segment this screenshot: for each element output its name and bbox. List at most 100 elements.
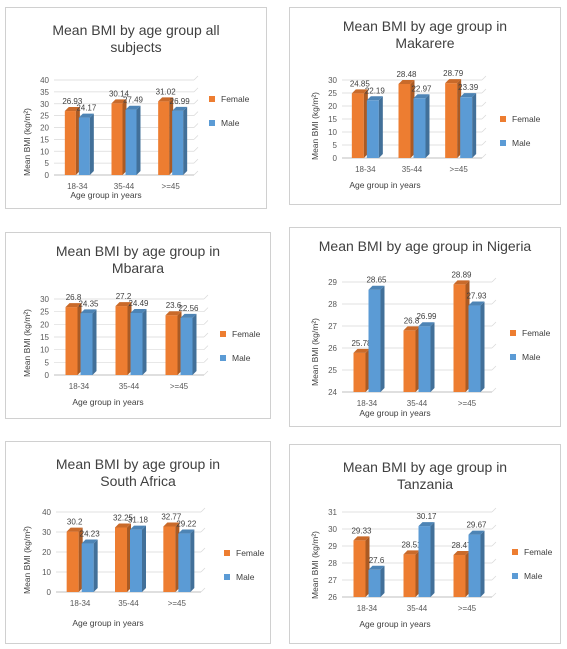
bar-top (418, 322, 435, 327)
bar-front (453, 555, 466, 597)
y-axis-title: Mean BMI (kg/m²) (310, 530, 320, 599)
bar-female (403, 326, 420, 392)
chart-panel-south-africa: Mean BMI by age group in South Africa 0 1… (5, 441, 271, 644)
y-tick-label: 25 (40, 308, 49, 317)
bar-front (130, 312, 143, 375)
bar-top (158, 97, 174, 102)
bar-side (92, 309, 97, 375)
data-label: 32.77 (161, 512, 182, 521)
bar-male (78, 113, 94, 175)
bar-top (445, 79, 462, 84)
legend-item-female: Female (220, 329, 260, 339)
data-label: 31.02 (156, 87, 177, 96)
gridline-depth (193, 158, 199, 164)
legend-item-male: Male (224, 572, 264, 582)
bar-front (418, 526, 431, 597)
y-tick-label: 30 (42, 528, 51, 537)
y-tick-label: 0 (45, 371, 50, 380)
y-tick-label: 10 (328, 128, 337, 137)
data-label: 29.67 (466, 521, 487, 530)
y-tick-label: 0 (47, 588, 52, 597)
x-tick-label: 35-44 (407, 399, 428, 408)
bar-top (78, 113, 94, 118)
bar-front (80, 313, 93, 375)
bar-front (115, 527, 127, 592)
bar-front (158, 101, 170, 175)
x-tick-label: >=45 (162, 182, 181, 191)
y-axis-title: Mean BMI (kg/m²) (22, 308, 32, 377)
bar-front (165, 315, 178, 375)
y-tick-label: 0 (45, 171, 50, 180)
x-tick-label: >=45 (458, 399, 477, 408)
x-tick-label: 18-34 (355, 165, 376, 174)
bar-front (115, 306, 128, 375)
gridline-depth (491, 277, 497, 283)
bar-female (353, 536, 370, 597)
bar-front (172, 110, 184, 175)
x-tick-label: 18-34 (67, 182, 88, 191)
x-tick-label: 35-44 (114, 182, 135, 191)
bar-female (115, 302, 132, 375)
data-label: 28.51 (401, 540, 422, 549)
data-label: 22.97 (411, 84, 432, 93)
y-tick-label: 20 (40, 320, 49, 329)
gridline-depth (481, 127, 487, 133)
gridline-depth (491, 558, 497, 564)
gridline-depth (491, 507, 497, 513)
bar-front (163, 526, 176, 592)
chart-plot: 26 27 28 29 30 31 18-34 29.33 27.6 35-44 28.51 30.1… (328, 507, 497, 613)
gridline-depth (200, 567, 206, 573)
data-label: 28.48 (396, 70, 417, 79)
bar-top (403, 326, 420, 331)
legend-item-female: Female (510, 328, 550, 338)
y-tick-label: 0 (333, 154, 338, 163)
legend-swatch-male (209, 120, 215, 126)
y-tick-label: 26 (328, 593, 337, 602)
bar-male (180, 313, 197, 375)
x-tick-label: 35-44 (118, 599, 139, 608)
data-label: 24.23 (80, 530, 101, 539)
y-tick-label: 40 (42, 508, 51, 517)
chart-panel-tanzania: Mean BMI by age group in Tanzania 26 27 28… (289, 444, 561, 644)
gridline-depth (193, 87, 199, 93)
bar-front (445, 83, 458, 158)
legend-item-male: Male (220, 353, 260, 363)
data-label: 26.99 (416, 312, 437, 321)
y-tick-label: 28 (328, 300, 337, 309)
bar-top (453, 551, 470, 556)
x-tick-label: 18-34 (69, 382, 90, 391)
gridline-depth (203, 358, 209, 363)
legend-swatch-female (220, 331, 226, 337)
bar-front (353, 540, 366, 597)
data-label: 32.25 (113, 514, 134, 523)
legend: Female Male (500, 114, 540, 162)
legend-swatch-male (512, 573, 518, 579)
chart-title: Mean BMI by age group in Nigeria (318, 238, 532, 254)
bar-female (115, 523, 131, 592)
y-tick-label: 29 (328, 542, 337, 551)
bar-female (158, 97, 174, 175)
bar-side (430, 322, 435, 392)
chart-title: Mean BMI by age group in South Africa (55, 456, 221, 489)
y-tick-label: 30 (328, 76, 337, 85)
y-tick-label: 24 (328, 388, 337, 397)
x-axis-title: Age group in years (72, 618, 144, 628)
legend-swatch-female (500, 116, 506, 122)
legend-swatch-female (224, 550, 230, 556)
data-label: 23.6 (166, 301, 182, 310)
data-label: 27.93 (466, 292, 487, 301)
data-label: 27.49 (123, 96, 144, 105)
data-label: 24.85 (350, 79, 371, 88)
legend-swatch-male (510, 354, 516, 360)
x-tick-label: >=45 (458, 604, 477, 613)
bar-front (468, 305, 481, 392)
x-tick-label: 18-34 (357, 399, 378, 408)
y-axis-title: Mean BMI (kg/m²) (22, 525, 32, 594)
legend: Female Male (512, 547, 552, 595)
data-label: 29.22 (176, 520, 197, 529)
x-tick-label: >=45 (168, 599, 187, 608)
y-axis-title: Mean BMI (kg/m²) (22, 107, 32, 176)
bar-male (468, 301, 485, 392)
legend-item-female: Female (224, 548, 264, 558)
